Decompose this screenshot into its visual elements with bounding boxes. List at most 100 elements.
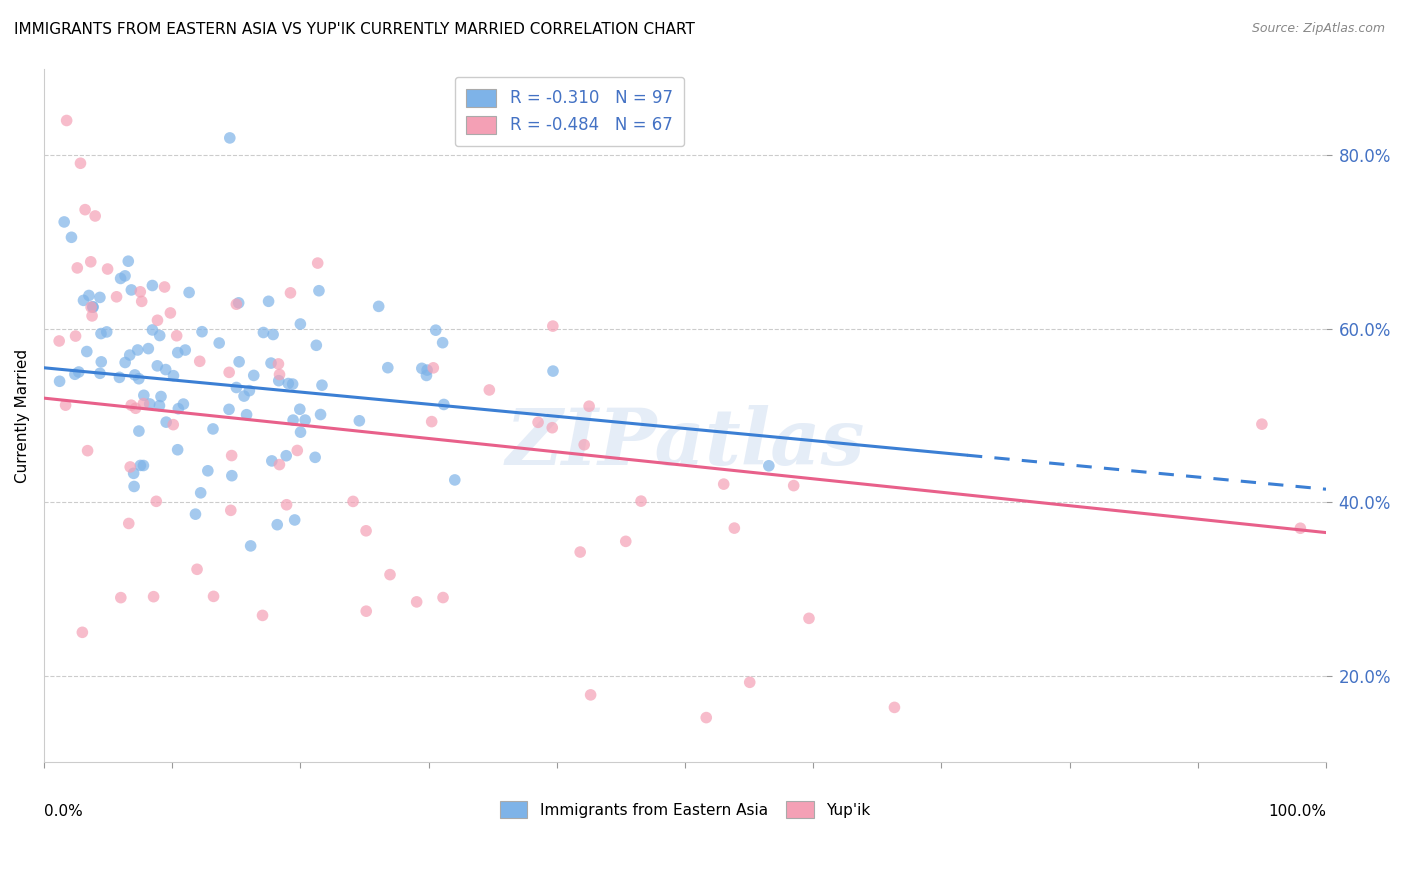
Point [420, 415, 443, 429]
Point [541, 319, 564, 334]
Point [166, 328, 188, 343]
Point [184, 507, 207, 521]
Point [578, 399, 600, 413]
Point [142, 590, 165, 604]
Point [127, 343, 149, 357]
Point [118, 348, 141, 362]
Point [132, 388, 155, 402]
Point [228, 355, 250, 369]
Text: 0.0%: 0.0% [44, 804, 83, 819]
Point [72, 293, 94, 308]
Point [221, 449, 243, 463]
Point [208, 336, 231, 351]
Point [146, 313, 169, 327]
Point [162, 417, 184, 432]
Point [422, 360, 444, 375]
Point [138, 397, 160, 411]
Point [225, 380, 247, 394]
Point [242, 368, 264, 383]
Point [75, 202, 97, 217]
Point [280, 285, 302, 300]
Point [80, 300, 103, 314]
Point [89, 290, 111, 304]
Point [60, 230, 83, 244]
Point [186, 562, 208, 576]
Point [235, 408, 257, 422]
Point [69, 156, 91, 170]
Point [342, 494, 364, 508]
Point [172, 397, 194, 411]
Point [415, 368, 437, 383]
Point [72, 625, 94, 640]
Point [433, 397, 456, 411]
Point [201, 422, 224, 436]
Point [105, 290, 128, 304]
Point [294, 413, 316, 427]
Point [267, 357, 290, 371]
Point [579, 688, 602, 702]
Point [239, 539, 262, 553]
Point [252, 326, 274, 340]
Point [166, 345, 188, 359]
Point [129, 458, 152, 473]
Point [132, 396, 155, 410]
Point [128, 372, 150, 386]
Point [118, 516, 141, 531]
Point [148, 399, 170, 413]
Text: Source: ZipAtlas.com: Source: ZipAtlas.com [1251, 22, 1385, 36]
Point [405, 595, 427, 609]
Point [443, 473, 465, 487]
Point [614, 534, 637, 549]
Point [174, 343, 197, 357]
Point [110, 271, 132, 285]
Point [281, 377, 304, 392]
Point [114, 355, 136, 369]
Point [308, 284, 330, 298]
Point [219, 503, 242, 517]
Point [425, 323, 447, 337]
Point [120, 459, 142, 474]
Point [162, 368, 184, 383]
Point [290, 425, 312, 440]
Point [197, 464, 219, 478]
Point [76, 344, 98, 359]
Point [288, 402, 311, 417]
Point [117, 254, 139, 268]
Point [1251, 417, 1274, 432]
Point [124, 368, 146, 382]
Point [354, 604, 377, 618]
Point [97, 262, 120, 277]
Point [179, 285, 201, 300]
Point [309, 408, 332, 422]
Point [411, 361, 433, 376]
Point [77, 288, 100, 302]
Point [80, 309, 103, 323]
Point [149, 328, 172, 343]
Point [269, 458, 291, 472]
Point [228, 296, 250, 310]
Point [55, 113, 77, 128]
Point [432, 591, 454, 605]
Point [65, 329, 87, 343]
Point [378, 567, 401, 582]
Point [284, 513, 307, 527]
Point [67, 365, 90, 379]
Point [883, 700, 905, 714]
Point [276, 449, 298, 463]
Point [145, 494, 167, 508]
Point [108, 370, 131, 384]
Point [89, 366, 111, 380]
Point [713, 477, 735, 491]
Point [202, 590, 225, 604]
Point [120, 398, 142, 412]
Point [141, 323, 163, 337]
Point [131, 294, 153, 309]
Point [266, 517, 288, 532]
Point [527, 415, 550, 429]
Point [122, 467, 145, 481]
Text: ZIPatlas: ZIPatlas [505, 405, 865, 482]
Point [572, 438, 595, 452]
Point [167, 401, 190, 416]
Point [48, 334, 70, 348]
Point [63, 368, 86, 382]
